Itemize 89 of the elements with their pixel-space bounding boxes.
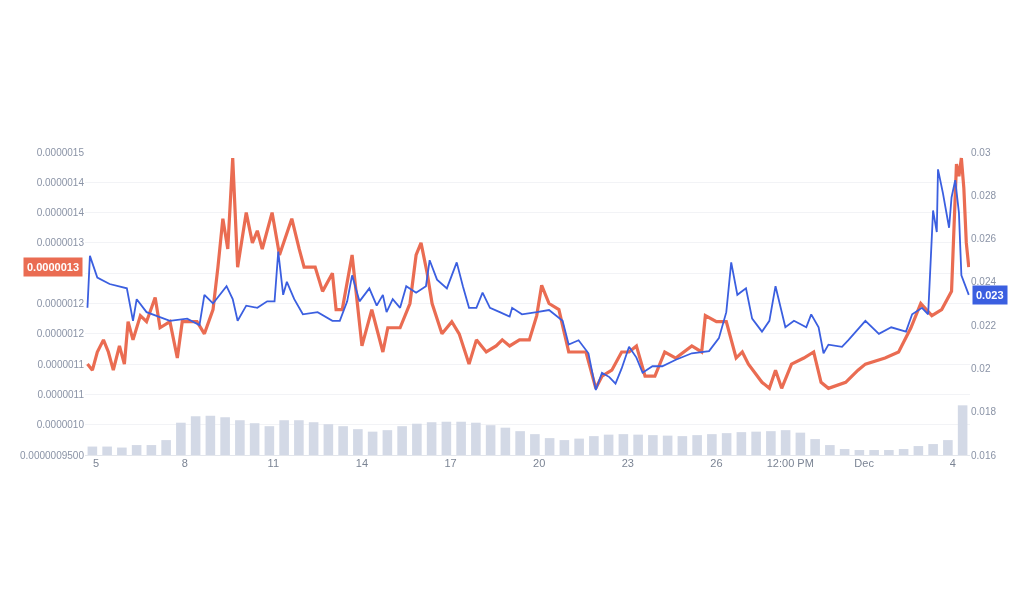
bar <box>766 431 776 455</box>
y2-tick-label: 0.026 <box>971 233 997 245</box>
bar <box>294 420 304 455</box>
x-tick-label: 26 <box>710 457 723 469</box>
bar <box>117 447 127 455</box>
x-tick-label: 20 <box>533 457 546 469</box>
bar <box>441 421 452 455</box>
bar <box>633 434 643 455</box>
bar <box>913 446 924 455</box>
x-tick-label: 12:00 PM <box>766 457 814 469</box>
bar <box>456 421 466 455</box>
bar <box>721 433 732 455</box>
bar <box>618 434 629 455</box>
bar <box>869 450 879 455</box>
bar <box>323 424 334 455</box>
bar <box>426 422 437 455</box>
x-tick-label: 4 <box>949 457 956 469</box>
y-tick-label: 0.0000011 <box>37 388 85 400</box>
y2-tick-label: 0.024 <box>971 276 997 288</box>
bar <box>220 417 230 455</box>
bar <box>839 449 850 455</box>
bar <box>397 426 407 455</box>
text: 0.023 <box>976 289 1004 301</box>
bar <box>825 445 835 455</box>
bar <box>795 432 806 455</box>
bar <box>662 435 673 455</box>
y2-tick-label: 0.02 <box>971 362 991 374</box>
y-tick-label: 0.0000010 <box>36 419 85 431</box>
bar <box>353 429 363 455</box>
y-tick-label: 0.0000014 <box>36 207 85 219</box>
bar <box>146 445 157 455</box>
y2-tick-label: 0.022 <box>971 319 997 331</box>
bar <box>264 426 275 455</box>
bar <box>603 434 614 455</box>
bar <box>648 435 658 455</box>
bar <box>677 436 688 455</box>
bar <box>412 423 422 455</box>
y2-tick-label: 0.016 <box>971 449 997 461</box>
bar <box>559 440 570 455</box>
bar <box>308 422 319 455</box>
bar <box>102 446 112 455</box>
bar <box>574 438 584 455</box>
bar <box>544 438 555 455</box>
bar <box>500 427 511 455</box>
bar <box>131 445 142 455</box>
bar <box>485 425 496 455</box>
bar <box>161 440 171 455</box>
bar <box>928 444 938 455</box>
y2-tick-label: 0.018 <box>971 406 997 418</box>
x-tick-label: 11 <box>267 457 280 469</box>
x-tick-label: Dec <box>854 457 875 469</box>
bar <box>190 416 201 455</box>
bar <box>530 434 540 455</box>
bar <box>736 432 747 455</box>
y-tick-label: 0.0000012 <box>36 298 85 309</box>
bar <box>854 450 865 455</box>
x-tick-label: 8 <box>181 457 188 469</box>
y-tick-label: 0.0000015 <box>36 146 85 158</box>
bar <box>249 423 260 455</box>
bar <box>751 431 761 455</box>
bar <box>898 449 909 455</box>
bar <box>884 450 894 455</box>
bar <box>589 436 599 455</box>
y-tick-label: 0.0000012 <box>36 328 85 340</box>
bar <box>692 435 702 455</box>
bar <box>338 426 348 455</box>
bar <box>382 430 393 455</box>
x-tick-label: 23 <box>621 457 634 469</box>
y-tick-label: 0.0000009500 <box>20 449 85 461</box>
bar <box>957 405 968 455</box>
bar <box>471 422 481 455</box>
y-tick-label: 0.0000014 <box>36 176 85 188</box>
y2-tick-label: 0.028 <box>971 189 997 201</box>
bar <box>943 440 953 455</box>
bar <box>367 431 378 455</box>
y-tick-label: 0.0000011 <box>37 358 85 370</box>
x-tick-label: 17 <box>444 457 457 469</box>
y-tick-label: 0.0000013 <box>36 237 85 249</box>
x-tick-label: 5 <box>93 457 100 469</box>
bar <box>205 415 216 455</box>
bar <box>515 431 525 455</box>
bar <box>707 434 717 455</box>
bar <box>176 422 186 455</box>
bar <box>235 420 245 455</box>
y2-tick-label: 0.03 <box>971 146 991 158</box>
bar <box>279 420 289 455</box>
bar <box>780 430 791 455</box>
x-tick-label: 14 <box>355 457 369 469</box>
bar <box>810 439 820 455</box>
